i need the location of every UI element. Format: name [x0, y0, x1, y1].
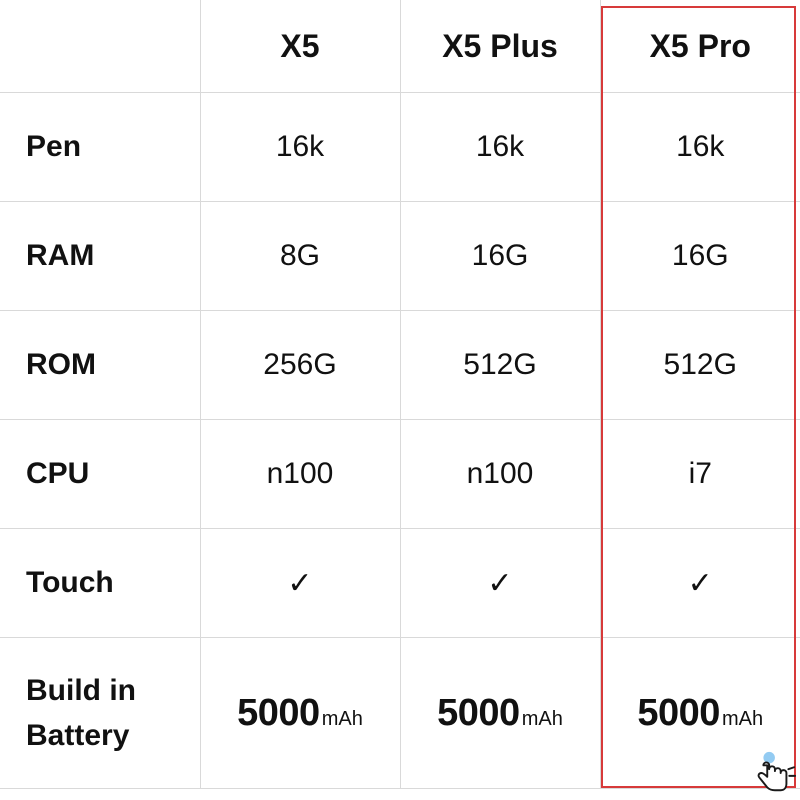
cell: 16k — [200, 93, 400, 202]
cell: n100 — [200, 420, 400, 529]
cell: 5000mAh — [600, 638, 800, 789]
cell: ✓ — [200, 529, 400, 638]
table-row: Build inBattery 5000mAh 5000mAh 5000mAh — [0, 638, 800, 789]
cell: ✓ — [600, 529, 800, 638]
row-label-rom: ROM — [0, 311, 200, 420]
battery-value: 5000 — [437, 692, 520, 735]
battery-value: 5000 — [237, 692, 320, 735]
cell: 16G — [600, 202, 800, 311]
check-icon: ✓ — [688, 567, 713, 600]
table-row: Touch ✓ ✓ ✓ — [0, 529, 800, 638]
battery-unit: mAh — [322, 708, 363, 731]
table-row: CPU n100 n100 i7 — [0, 420, 800, 529]
row-label-ram: RAM — [0, 202, 200, 311]
cell: 16G — [400, 202, 600, 311]
battery-unit: mAh — [522, 708, 563, 731]
table-row: ROM 256G 512G 512G — [0, 311, 800, 420]
cell: 16k — [400, 93, 600, 202]
table-corner-cell — [0, 0, 200, 93]
table-row: RAM 8G 16G 16G — [0, 202, 800, 311]
col-header-x5: X5 — [200, 0, 400, 93]
cell: ✓ — [400, 529, 600, 638]
col-header-x5-pro: X5 Pro — [600, 0, 800, 93]
cell: 8G — [200, 202, 400, 311]
row-label-pen: Pen — [0, 93, 200, 202]
battery-value: 5000 — [637, 692, 720, 735]
table-header-row: X5 X5 Plus X5 Pro — [0, 0, 800, 93]
cell: i7 — [600, 420, 800, 529]
cell: 512G — [400, 311, 600, 420]
cell: 5000mAh — [200, 638, 400, 789]
cell: 512G — [600, 311, 800, 420]
check-icon: ✓ — [487, 567, 512, 600]
spec-comparison-table: X5 X5 Plus X5 Pro Pen 16k 16k 16k RAM 8G… — [0, 0, 800, 789]
row-label-touch: Touch — [0, 529, 200, 638]
check-icon: ✓ — [287, 567, 312, 600]
cell: 5000mAh — [400, 638, 600, 789]
table-row: Pen 16k 16k 16k — [0, 93, 800, 202]
row-label-battery: Build inBattery — [0, 638, 200, 789]
col-header-x5-plus: X5 Plus — [400, 0, 600, 93]
row-label-cpu: CPU — [0, 420, 200, 529]
cell: n100 — [400, 420, 600, 529]
cell: 16k — [600, 93, 800, 202]
cell: 256G — [200, 311, 400, 420]
battery-unit: mAh — [722, 708, 763, 731]
